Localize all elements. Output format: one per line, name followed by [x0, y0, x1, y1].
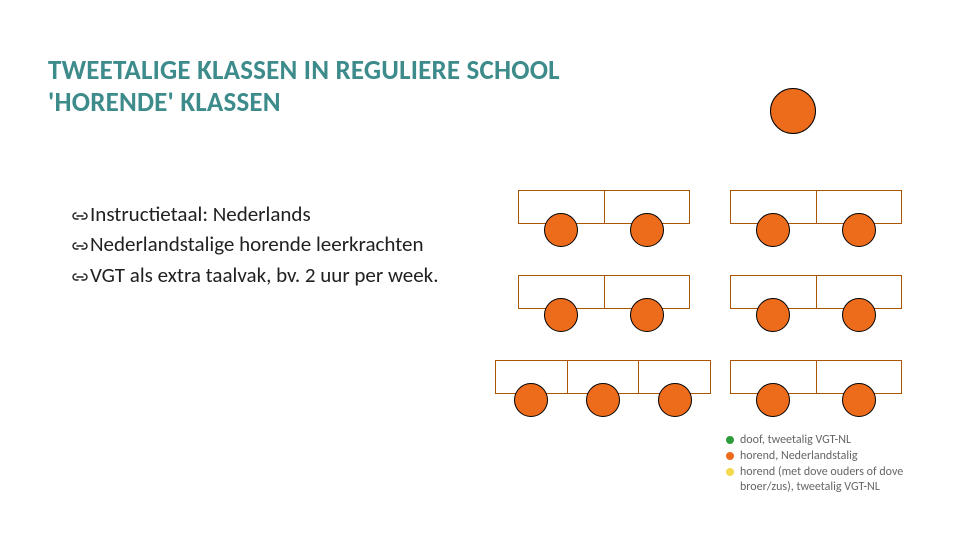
legend-label: horend, Nederlandstalig — [740, 449, 858, 464]
link-glyph-icon — [72, 200, 90, 228]
legend: doof, tweetalig VGT-NL horend, Nederland… — [726, 433, 930, 496]
bullet-item: Nederlandstalige horende leerkrachten — [72, 230, 472, 258]
legend-dot-icon — [726, 468, 734, 476]
student-circle — [544, 298, 578, 332]
bullet-text: VGT als extra taalvak, bv. 2 uur per wee… — [90, 262, 439, 288]
student-circle — [630, 298, 664, 332]
teacher-circle — [770, 88, 816, 134]
student-circle — [544, 213, 578, 247]
link-glyph-icon — [72, 261, 90, 289]
desk-group — [495, 360, 711, 422]
student-circle — [756, 298, 790, 332]
bullet-list: Instructietaal: Nederlands Nederlandstal… — [72, 200, 472, 291]
slide: TWEETALIGE KLASSEN IN REGULIERE SCHOOL '… — [0, 0, 960, 540]
desk-group — [518, 190, 690, 252]
classroom-diagram — [510, 80, 940, 440]
bullet-item: VGT als extra taalvak, bv. 2 uur per wee… — [72, 261, 472, 289]
legend-item: doof, tweetalig VGT-NL — [726, 433, 930, 448]
title-line-2: 'HORENDE' KLASSEN — [48, 87, 560, 119]
student-circle — [658, 383, 692, 417]
legend-item: horend, Nederlandstalig — [726, 449, 930, 464]
student-circle — [514, 383, 548, 417]
student-circle — [842, 213, 876, 247]
desk-group — [730, 190, 902, 252]
slide-title: TWEETALIGE KLASSEN IN REGULIERE SCHOOL '… — [48, 55, 560, 120]
bullet-text: Nederlandstalige horende leerkrachten — [90, 231, 424, 257]
title-line-1: TWEETALIGE KLASSEN IN REGULIERE SCHOOL — [48, 55, 560, 87]
student-circle — [586, 383, 620, 417]
legend-dot-icon — [726, 436, 734, 444]
student-circle — [842, 298, 876, 332]
legend-item: horend (met dove ouders of dove broer/zu… — [726, 465, 930, 495]
legend-label: doof, tweetalig VGT-NL — [740, 433, 851, 448]
student-circle — [756, 383, 790, 417]
desk-group — [730, 360, 902, 422]
desk-group — [730, 275, 902, 337]
student-circle — [756, 213, 790, 247]
student-circle — [842, 383, 876, 417]
legend-dot-icon — [726, 452, 734, 460]
legend-label: horend (met dove ouders of dove broer/zu… — [740, 465, 930, 495]
bullet-text: Instructietaal: Nederlands — [90, 201, 311, 227]
student-circle — [630, 213, 664, 247]
link-glyph-icon — [72, 230, 90, 258]
desk-group — [518, 275, 690, 337]
bullet-item: Instructietaal: Nederlands — [72, 200, 472, 228]
